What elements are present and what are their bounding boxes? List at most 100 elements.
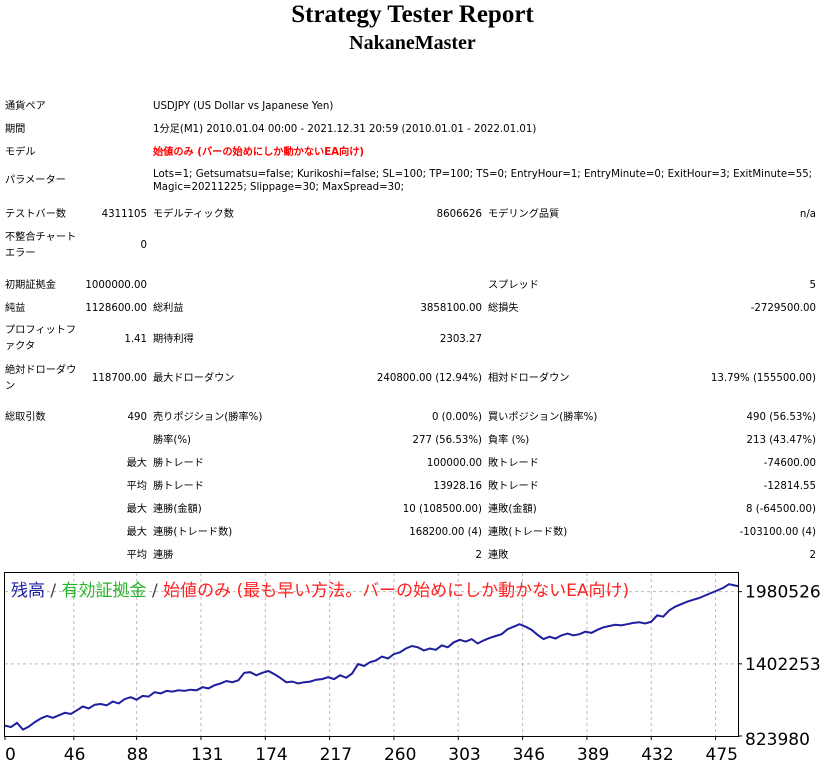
x-tick-label: 217	[320, 745, 352, 765]
model-quality-label: モデリング品質	[488, 209, 560, 220]
x-tick-label: 260	[384, 745, 416, 765]
y-tick-label: 1980526	[745, 583, 821, 603]
params-line-2: Magic=20211225; Slippage=30; MaxSpread=3…	[153, 182, 405, 193]
max-consecutive-amount-label: 最大	[126, 504, 147, 515]
gross-loss-value: -2729500.00	[750, 303, 816, 314]
short-positions-value: 0 (0.00%)	[431, 412, 482, 423]
net-profit-value: 1128600.00	[85, 303, 147, 314]
x-tick-label: 131	[191, 745, 223, 765]
spread-value: 5	[809, 280, 816, 291]
win-rate-value: 277 (56.53%)	[412, 435, 482, 446]
model-ticks-value: 8606626	[436, 209, 482, 220]
largest-loss-label: 敗トレード	[488, 458, 539, 469]
cons-losses-amount-value: 8 (-64500.00)	[746, 504, 816, 515]
max-consecutive-count-label: 最大	[126, 527, 147, 538]
long-positions-label: 買いポジション(勝率%)	[488, 412, 598, 423]
pair-value: USDJPY (US Dollar vs Japanese Yen)	[153, 101, 334, 112]
test-bars-label: テストバー数	[5, 209, 67, 220]
model-quality-value: n/a	[799, 209, 816, 220]
cons-losses-amount-label: 連敗(金額)	[488, 504, 537, 515]
report-subtitle: NakaneMaster	[349, 32, 476, 54]
legend-separator-2: /	[147, 581, 164, 601]
gross-profit-value: 3858100.00	[420, 303, 482, 314]
abs-drawdown-label-line-2: ン	[5, 381, 16, 392]
x-tick-label: 174	[255, 745, 287, 765]
rel-drawdown-value: 13.79% (155500.00)	[710, 373, 816, 384]
chart-legend: 残高 / 有効証拠金 / 始値のみ (最も早い方法。バーの始めにしか動かないEA…	[11, 581, 629, 601]
cons-wins-count-label: 連勝(トレード数)	[153, 527, 233, 538]
legend-balance: 残高	[11, 581, 45, 601]
profit-factor-value: 1.41	[124, 334, 147, 345]
total-trades-value: 490	[127, 412, 147, 423]
abs-drawdown-label-line-1: 絶対ドローダウ	[5, 365, 77, 376]
mismatch-label-line-1: 不整合チャート	[5, 232, 77, 243]
max-drawdown-label: 最大ドローダウン	[153, 373, 235, 384]
pair-label: 通貨ペア	[5, 101, 46, 112]
mismatch-value: 0	[140, 240, 147, 251]
short-positions-label: 売りポジション(勝率%)	[153, 412, 263, 423]
largest-win-value: 100000.00	[426, 458, 482, 469]
test-bars-value: 4311105	[101, 209, 147, 220]
balance-chart: 823980 1402253 1980526 0 46 88 131 174 217 260 30…	[0, 568, 825, 768]
gross-loss-label: 総損失	[488, 303, 519, 314]
avg-cons-losses-label: 連敗	[488, 550, 509, 561]
x-tick-label: 432	[641, 745, 673, 765]
largest-label: 最大	[126, 458, 147, 469]
average-consecutive-label: 平均	[126, 550, 147, 561]
legend-equity: 有効証拠金	[62, 581, 147, 601]
max-drawdown-value: 240800.00 (12.94%)	[376, 373, 482, 384]
win-rate-label: 勝率(%)	[153, 435, 192, 446]
abs-drawdown-value: 118700.00	[91, 373, 147, 384]
average-win-value: 13928.16	[433, 481, 482, 492]
x-tick-label: 88	[127, 745, 149, 765]
legend-separator-1: /	[45, 581, 62, 601]
spread-label: スプレッド	[488, 280, 539, 291]
balance-series-line	[4, 583, 739, 731]
avg-cons-wins-label: 連勝	[153, 550, 174, 561]
profit-factor-label-line-1: プロフィットフ	[5, 325, 77, 336]
plot-frame	[4, 572, 739, 737]
x-tick-label: 46	[64, 745, 86, 765]
period-value: 1分足(M1) 2010.01.04 00:00 - 2021.12.31 20…	[153, 124, 537, 135]
average-loss-value: -12814.55	[763, 481, 816, 492]
cons-wins-amount-value: 10 (108500.00)	[402, 504, 482, 515]
cons-losses-count-value: -103100.00 (4)	[739, 527, 816, 538]
x-tick-label: 0	[5, 745, 16, 765]
legend-model: 始値のみ (最も早い方法。バーの始めにしか動かないEA向け)	[163, 581, 629, 601]
average-win-label: 勝トレード	[153, 481, 204, 492]
total-trades-label: 総取引数	[5, 412, 46, 423]
loss-rate-value: 213 (43.47%)	[746, 435, 816, 446]
x-axis-ticks: 0 46 88 131 174 217 260 303 346 389 432 475	[4, 736, 738, 765]
long-positions-value: 490 (56.53%)	[746, 412, 816, 423]
params-label: パラメーター	[5, 175, 66, 186]
rel-drawdown-label: 相対ドローダウン	[488, 373, 570, 384]
cons-losses-count-label: 連敗(トレード数)	[488, 527, 568, 538]
report-title: Strategy Tester Report	[291, 1, 534, 28]
initial-deposit-label: 初期証拠金	[5, 280, 56, 291]
avg-cons-losses-value: 2	[809, 550, 816, 561]
x-tick-label: 346	[513, 745, 545, 765]
average-label: 平均	[126, 481, 147, 492]
x-tick-label: 389	[577, 745, 609, 765]
y-tick-label: 1402253	[745, 655, 821, 675]
net-profit-label: 純益	[5, 303, 26, 314]
loss-rate-label: 負率 (%)	[488, 435, 530, 446]
cons-wins-amount-label: 連勝(金額)	[153, 504, 202, 515]
expected-payoff-label: 期待利得	[153, 334, 194, 345]
chart-grid	[5, 573, 738, 736]
avg-cons-wins-value: 2	[475, 550, 482, 561]
y-axis-ticks: 823980 1402253 1980526	[738, 583, 821, 750]
expected-payoff-value: 2303.27	[439, 334, 482, 345]
cons-wins-count-value: 168200.00 (4)	[409, 527, 482, 538]
y-tick-label: 823980	[745, 730, 810, 750]
period-label: 期間	[5, 124, 26, 135]
model-value: 始値のみ (バーの始めにしか動かないEA向け)	[153, 147, 365, 158]
largest-loss-value: -74600.00	[763, 458, 816, 469]
mismatch-label-line-2: エラー	[5, 248, 36, 259]
average-loss-label: 敗トレード	[488, 481, 539, 492]
x-tick-label: 303	[448, 745, 480, 765]
model-ticks-label: モデルティック数	[153, 209, 234, 220]
gross-profit-label: 総利益	[153, 303, 184, 314]
params-line-1: Lots=1; Getsumatsu=false; Kurikoshi=fals…	[153, 169, 813, 180]
model-label: モデル	[5, 147, 36, 158]
